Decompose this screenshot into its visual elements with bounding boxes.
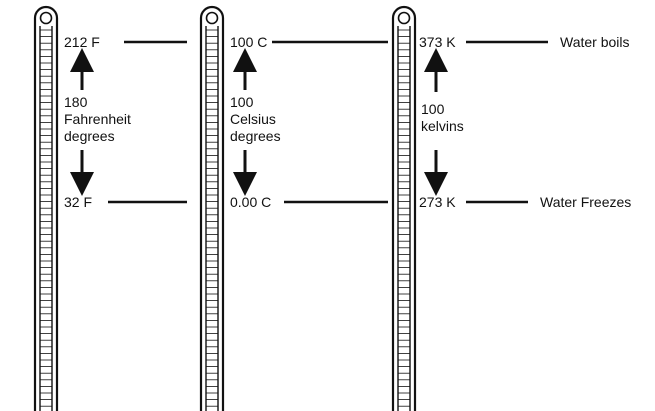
celsius-thermometer-icon [199, 5, 225, 411]
kelvin-thermometer-icon [391, 5, 417, 411]
celsius-freeze-label: 0.00 C [230, 194, 272, 210]
celsius-span-unit: Celsius [230, 111, 276, 127]
water-freezes-label: Water Freezes [540, 194, 632, 210]
fahrenheit-span-value: 180 [64, 94, 88, 110]
kelvin-span-unit: kelvins [421, 118, 464, 134]
kelvin-span-value: 100 [421, 101, 445, 117]
fahrenheit-thermometer-icon [33, 5, 59, 411]
celsius-span-value: 100 [230, 94, 254, 110]
fahrenheit-freeze-label: 32 F [64, 194, 93, 210]
kelvin-boil-label: 373 K [419, 34, 456, 50]
kelvin-freeze-label: 273 K [419, 194, 456, 210]
fahrenheit-span-unit: Fahrenheit [64, 111, 131, 127]
celsius-boil-label: 100 C [230, 34, 268, 50]
water-boils-label: Water boils [560, 34, 630, 50]
fahrenheit-span-word: degrees [64, 128, 115, 144]
fahrenheit-boil-label: 212 F [64, 34, 100, 50]
celsius-span-word: degrees [230, 128, 281, 144]
